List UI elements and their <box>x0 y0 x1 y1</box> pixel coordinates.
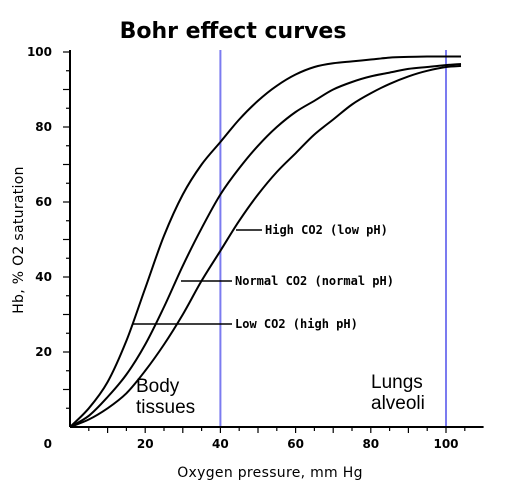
annotation-low-co2: Low CO2 (high pH) <box>235 317 358 331</box>
y-tick-label: 40 <box>35 270 52 284</box>
axes <box>63 50 484 433</box>
y-tick-label: 80 <box>35 120 52 134</box>
y-tick-label: 20 <box>35 345 52 359</box>
x-tick-label: 40 <box>212 437 229 451</box>
y-tick-label: 60 <box>35 195 52 209</box>
x-tick-label: 80 <box>362 437 379 451</box>
series-layer <box>69 55 462 428</box>
series-normal-co2 <box>69 63 462 428</box>
region-label: Lungs alveoli <box>371 372 425 414</box>
annotation-normal-co2: Normal CO2 (normal pH) <box>235 274 394 288</box>
annotations: Body tissues Lungs alveoli High CO2 (low pH)… <box>133 223 425 418</box>
y-tick-label: 100 <box>27 45 52 59</box>
region-label: Body tissues <box>136 376 195 418</box>
tick-labels: 20 40 60 80 100 20 40 60 80 100 0 <box>27 45 459 451</box>
x-axis-label: Oxygen pressure, mm Hg <box>177 465 363 481</box>
series-high-co2 <box>69 64 462 428</box>
series-low-co2 <box>69 55 461 428</box>
origin-label: 0 <box>44 437 52 451</box>
reference-lines <box>219 50 447 427</box>
annotation-high-co2: High CO2 (low pH) <box>265 223 388 237</box>
x-tick-label: 60 <box>287 437 304 451</box>
x-tick-label: 100 <box>433 437 458 451</box>
chart-title: Bohr effect curves <box>120 19 347 44</box>
x-tick-label: 20 <box>137 437 154 451</box>
y-axis-label: Hb, % O2 saturation <box>11 166 27 314</box>
